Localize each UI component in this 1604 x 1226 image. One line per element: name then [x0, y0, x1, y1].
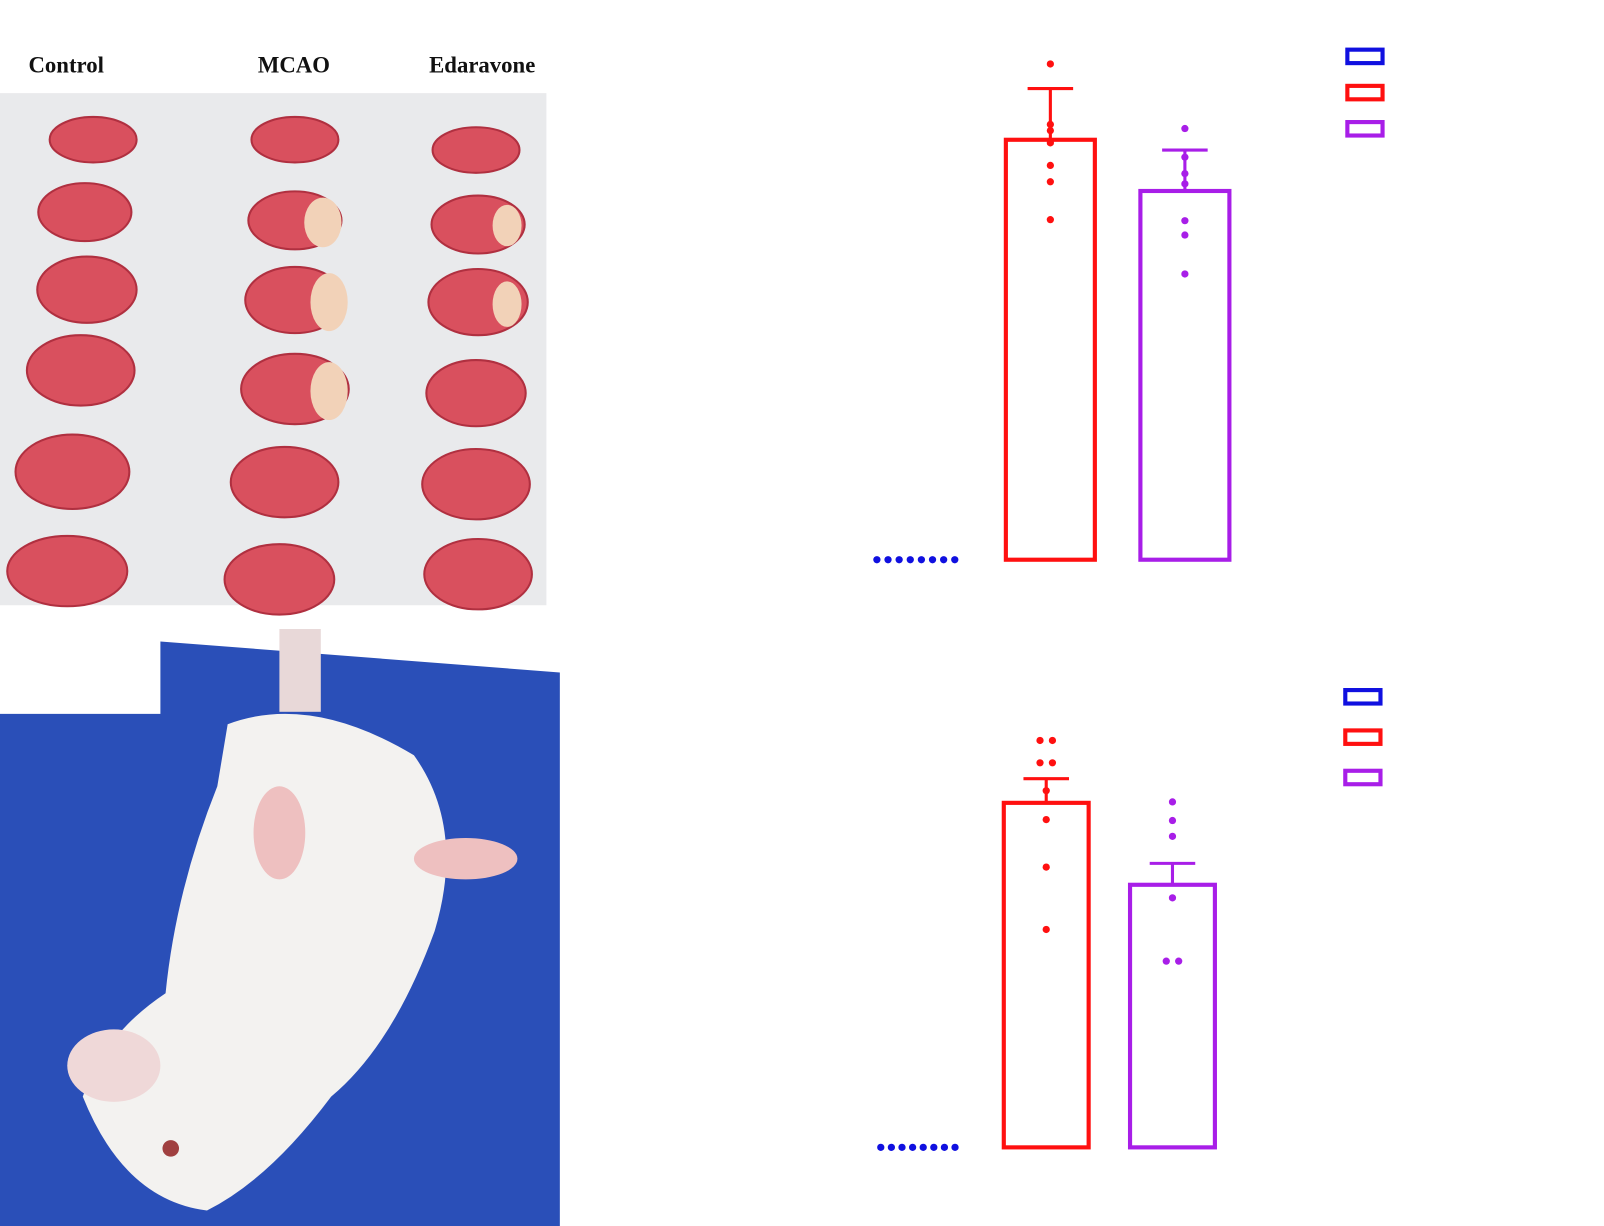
- data-point: [1168, 798, 1177, 806]
- data-point: [1048, 736, 1057, 745]
- data-point: [1042, 815, 1050, 824]
- data-point: [1181, 231, 1189, 239]
- rat-ear: [67, 1029, 161, 1102]
- rat-paw: [413, 838, 518, 880]
- legend-swatch: [1343, 728, 1383, 746]
- data-point: [1181, 270, 1189, 278]
- bar: [1127, 882, 1217, 1150]
- data-point: [1036, 759, 1044, 767]
- data-point: [1168, 894, 1177, 902]
- data-point: [1046, 60, 1054, 68]
- data-point: [1175, 957, 1183, 965]
- data-point: [917, 556, 926, 564]
- panel-label: MCAO: [258, 52, 330, 77]
- infarct-areas: [304, 197, 522, 421]
- data-point: [951, 556, 959, 564]
- data-point: [1042, 863, 1050, 871]
- data-point: [1168, 832, 1177, 840]
- bar: [1003, 137, 1097, 562]
- data-point: [1046, 161, 1054, 170]
- rat-body: [82, 713, 447, 1211]
- data-point: [1042, 925, 1050, 934]
- data-point: [906, 556, 914, 564]
- data-point: [873, 556, 881, 564]
- data-point: [1046, 216, 1054, 224]
- data-point: [1046, 126, 1054, 135]
- data-point: [1168, 816, 1177, 825]
- data-point: [1181, 169, 1189, 178]
- rat-paw: [253, 786, 306, 880]
- brain-photo: Control MCAO Edaravone: [0, 52, 547, 616]
- rat-photo: [0, 629, 560, 1226]
- data-point: [884, 556, 892, 564]
- panel-label: Edaravone: [429, 52, 535, 77]
- bar: [1138, 188, 1232, 562]
- data-point: [1181, 153, 1189, 161]
- legend-swatch: [1345, 120, 1385, 138]
- data-point: [1048, 759, 1057, 767]
- data-point: [919, 1143, 927, 1151]
- data-point: [1046, 139, 1054, 147]
- data-point: [1162, 957, 1170, 965]
- brain-slices: [6, 115, 533, 616]
- data-point: [1036, 736, 1044, 745]
- tail: [279, 629, 321, 712]
- data-point: [940, 556, 948, 564]
- data-point: [877, 1143, 885, 1151]
- data-point: [898, 1143, 906, 1151]
- data-point: [930, 1143, 938, 1151]
- bar: [1001, 800, 1091, 1150]
- legend-swatch: [1345, 47, 1385, 66]
- data-point: [908, 1143, 917, 1151]
- data-point: [951, 1143, 959, 1151]
- data-point: [1042, 787, 1050, 795]
- data-point: [940, 1143, 949, 1151]
- legend-swatch: [1343, 688, 1383, 706]
- rat-eye: [162, 1140, 180, 1157]
- data-point: [928, 556, 937, 564]
- data-point: [895, 556, 903, 564]
- panel-label: Control: [29, 52, 104, 77]
- data-point: [1181, 180, 1189, 188]
- data-point: [1046, 178, 1054, 186]
- data-point: [1181, 217, 1189, 225]
- legend-swatch: [1345, 83, 1385, 102]
- data-point: [1046, 120, 1054, 129]
- data-point: [1181, 124, 1189, 133]
- data-point: [887, 1143, 896, 1151]
- legend-swatch: [1343, 768, 1383, 787]
